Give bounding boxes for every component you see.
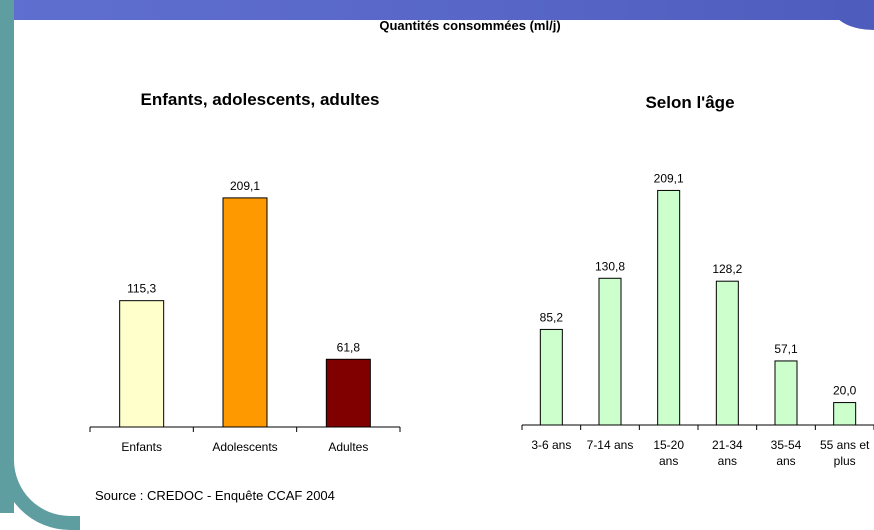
main-title: Quantités consommées (ml/j) [379,18,561,33]
right-value-label: 209,1 [654,171,684,185]
left-value-label: 209,1 [230,179,260,193]
chart-title-left: Enfants, adolescents, adultes [140,90,380,109]
left-value-label: 61,8 [337,340,361,354]
source-note: Source : CREDOC - Enquête CCAF 2004 [95,488,335,503]
right-category-label: 21-34 ans [712,438,743,468]
right-category-label: 7-14 ans [587,438,634,452]
right-category-label-line: 55 ans et [820,438,870,452]
right-value-label: 85,2 [540,310,564,324]
right-category-label: 55 ans et plus [820,438,870,468]
right-bar [598,277,622,426]
left-bar [325,358,371,428]
left-category-label: Adolescents [212,440,277,454]
right-category-label-line: 35-54 [771,438,802,452]
right-value-label: 20,0 [833,384,857,398]
top-banner [0,0,874,30]
left-accent-bar [0,0,14,513]
left-bar [119,300,165,428]
right-bar [715,280,739,426]
chart-title-right: Selon l'âge [645,93,735,112]
right-bar [774,360,798,426]
right-value-label: 128,2 [712,262,742,276]
right-category-label-line: 3-6 ans [531,438,571,452]
right-category-label-line: ans [659,454,678,468]
left-category-label-line: Enfants [121,440,162,454]
right-value-label: 57,1 [774,342,798,356]
right-category-label: 15-20 ans [653,438,684,468]
left-category-label-line: Adolescents [212,440,277,454]
right-category-label-line: 7-14 ans [587,438,634,452]
left-category-label: Enfants [121,440,162,454]
right-bar [657,189,681,426]
left-category-label: Adultes [328,440,368,454]
right-category-label-line: 15-20 [653,438,684,452]
right-bar [539,328,563,426]
right-category-label-line: ans [718,454,737,468]
right-category-label-line: plus [834,454,856,468]
left-bar [222,197,268,428]
left-value-label: 115,3 [127,282,156,296]
right-category-label: 35-54 ans [771,438,802,468]
charts-canvas: 115,3 Enfants 209,1 Adolescents 61,8 Adultes 8… [89,171,874,468]
right-category-label: 3-6 ans [531,438,571,452]
right-value-label: 130,8 [595,259,625,273]
right-category-label-line: 21-34 [712,438,743,452]
left-category-label-line: Adultes [328,440,368,454]
right-category-label-line: ans [776,454,795,468]
right-bar [833,402,857,426]
